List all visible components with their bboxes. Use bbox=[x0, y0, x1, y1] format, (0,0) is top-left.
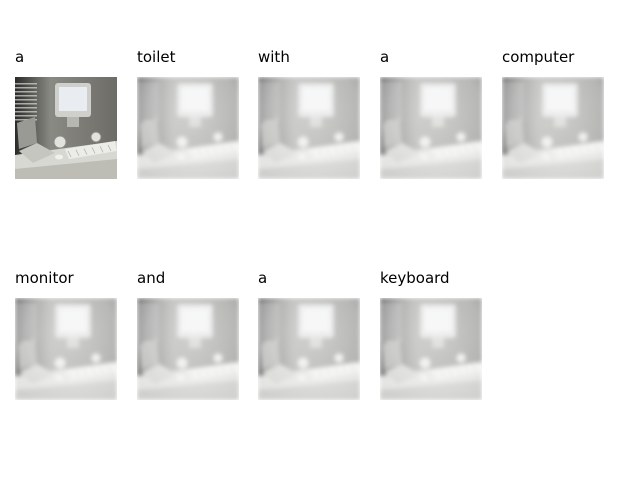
attention-thumbnail bbox=[502, 77, 604, 179]
window-blinds bbox=[15, 83, 37, 121]
caption-word: with bbox=[258, 48, 290, 66]
attention-overlay bbox=[15, 298, 117, 400]
attention-thumbnail bbox=[258, 77, 360, 179]
caption-word: a bbox=[15, 48, 25, 66]
caption-word: toilet bbox=[137, 48, 176, 66]
speaker bbox=[53, 135, 67, 149]
caption-word: keyboard bbox=[380, 269, 450, 287]
attention-overlay bbox=[380, 77, 482, 179]
attention-overlay bbox=[137, 298, 239, 400]
attention-thumbnail bbox=[258, 298, 360, 400]
caption-word: and bbox=[137, 269, 166, 287]
laptop bbox=[17, 117, 37, 149]
attention-overlay bbox=[137, 77, 239, 179]
attention-overlay bbox=[258, 298, 360, 400]
monitor bbox=[55, 83, 91, 127]
mouse bbox=[55, 154, 63, 160]
attention-thumbnail bbox=[137, 77, 239, 179]
attention-overlay bbox=[380, 298, 482, 400]
caption-word: computer bbox=[502, 48, 575, 66]
keyboard bbox=[65, 141, 117, 159]
attention-thumbnail bbox=[137, 298, 239, 400]
caption-word: monitor bbox=[15, 269, 74, 287]
caption-word: a bbox=[380, 48, 390, 66]
attention-overlay bbox=[502, 77, 604, 179]
attention-thumbnail bbox=[380, 298, 482, 400]
speaker bbox=[90, 131, 102, 143]
attention-overlay bbox=[258, 77, 360, 179]
attention-thumbnail bbox=[15, 298, 117, 400]
caption-word: a bbox=[258, 269, 268, 287]
photo-thumbnail bbox=[15, 77, 117, 179]
attention-thumbnail bbox=[380, 77, 482, 179]
